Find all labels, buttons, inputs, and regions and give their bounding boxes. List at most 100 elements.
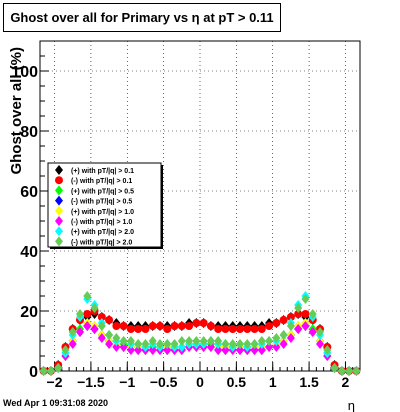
x-tick-label: −2 <box>47 374 63 390</box>
data-point <box>163 339 172 349</box>
data-point <box>61 345 70 355</box>
data-point <box>192 336 201 346</box>
x-tick-label: −0.5 <box>150 374 178 390</box>
data-point <box>286 321 295 331</box>
legend-label: (+) with pT/|q| > 0.1 <box>71 168 134 175</box>
data-point <box>134 345 143 355</box>
data-point <box>337 366 346 376</box>
data-point <box>294 310 303 318</box>
data-point <box>323 345 332 355</box>
data-point <box>76 309 84 319</box>
data-point <box>112 342 121 352</box>
y-tick-label: 60 <box>20 184 38 201</box>
data-point <box>214 325 223 333</box>
data-point <box>177 342 186 352</box>
data-point <box>199 319 208 327</box>
data-point <box>294 324 303 334</box>
data-point <box>352 366 361 376</box>
data-point <box>170 339 179 349</box>
data-point <box>148 336 157 346</box>
data-point <box>134 339 143 349</box>
data-point <box>206 342 215 352</box>
data-point <box>214 345 223 355</box>
data-point <box>330 363 339 373</box>
data-point <box>272 342 281 352</box>
data-point <box>119 322 128 330</box>
data-point <box>228 339 237 349</box>
data-point <box>119 336 128 346</box>
data-point <box>54 363 63 373</box>
data-point <box>214 336 223 346</box>
chart-title: Ghost over all for Primary vs η at pT > … <box>3 3 281 32</box>
legend-marker <box>55 236 63 247</box>
data-point <box>308 327 317 337</box>
data-point <box>345 366 354 376</box>
data-point <box>265 322 274 330</box>
x-tick-label: 1 <box>269 374 277 390</box>
data-point <box>97 333 106 343</box>
legend-label: (-) with pT/|q| > 2.0 <box>71 239 132 246</box>
legend-marker <box>55 185 63 196</box>
data-point <box>301 310 310 318</box>
data-point <box>163 345 172 355</box>
series-1 <box>39 307 361 375</box>
data-point <box>83 310 92 318</box>
y-tick-label: 0 <box>29 364 38 381</box>
data-point <box>76 327 84 337</box>
data-point <box>316 327 324 337</box>
legend-label: (+) with pT/|q| > 0.5 <box>71 188 134 195</box>
data-point <box>90 324 99 334</box>
data-point <box>185 336 194 346</box>
data-point <box>177 322 186 330</box>
data-point <box>286 313 295 321</box>
data-point <box>177 336 186 346</box>
data-point <box>301 294 310 304</box>
legend-label: (+) with pT/|q| > 1.0 <box>71 209 134 216</box>
data-point <box>148 322 157 330</box>
data-point <box>316 339 324 349</box>
data-point <box>105 330 114 340</box>
timestamp: Wed Apr 1 09:31:08 2020 <box>3 398 109 408</box>
data-point <box>221 345 230 355</box>
data-point <box>134 325 143 333</box>
data-point <box>265 342 274 352</box>
data-point <box>250 325 259 333</box>
y-tick-label: 20 <box>20 304 38 321</box>
y-axis-label: Ghost over all (%) <box>8 47 25 175</box>
data-point <box>308 309 317 319</box>
data-point <box>279 316 288 324</box>
data-point <box>272 319 281 327</box>
data-point <box>279 330 288 340</box>
legend: (+) with pT/|q| > 0.1 (-) with pT/|q| > 0… <box>47 162 163 249</box>
data-point <box>68 339 77 349</box>
x-tick-label: −1 <box>119 374 135 390</box>
data-point <box>68 327 77 337</box>
legend-marker <box>55 176 63 185</box>
y-tick-label: 40 <box>20 244 38 261</box>
data-point <box>228 325 237 333</box>
legend-marker <box>55 205 63 216</box>
y-tick-label: 100 <box>11 64 38 81</box>
data-point <box>243 325 252 333</box>
data-point <box>192 319 201 327</box>
data-point <box>112 333 121 343</box>
legend-marker <box>55 216 63 226</box>
legend-shadow <box>50 247 163 249</box>
legend-label: (+) with pT/|q| > 2.0 <box>71 229 134 236</box>
data-point <box>250 339 259 349</box>
data-point <box>39 366 48 376</box>
data-point <box>294 303 303 313</box>
data-point <box>112 322 121 330</box>
series-7 <box>39 291 361 376</box>
data-point <box>272 333 281 343</box>
data-point <box>126 345 135 355</box>
data-point <box>126 325 135 333</box>
data-point <box>83 321 92 331</box>
data-point <box>141 339 150 349</box>
data-point <box>148 345 157 355</box>
data-point <box>257 325 266 333</box>
data-point <box>97 313 106 321</box>
data-point <box>236 345 244 355</box>
x-tick-label: −1.5 <box>77 374 105 390</box>
data-point <box>105 316 114 324</box>
